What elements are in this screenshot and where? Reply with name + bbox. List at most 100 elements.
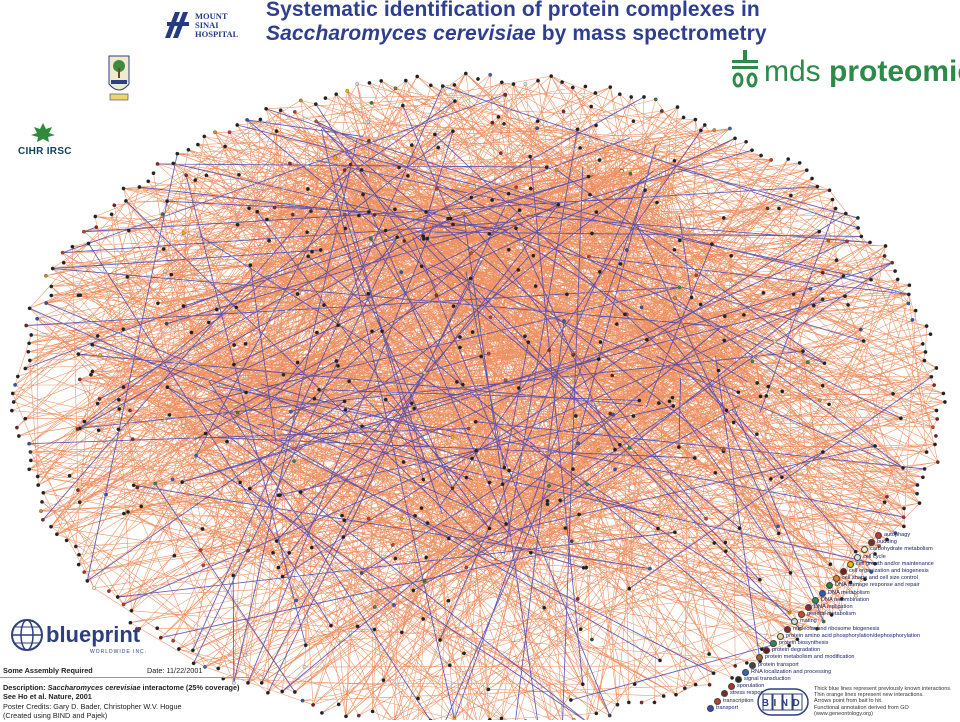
protein-node [517,386,520,389]
protein-node [732,421,735,424]
protein-node [676,105,679,108]
protein-node [394,557,397,560]
cihr-logo: CIHR IRSC [18,122,88,164]
legend-label: protein biosynthesis [779,640,828,647]
protein-node [190,331,193,334]
protein-node [462,652,465,655]
protein-node [891,261,894,264]
protein-node [497,115,500,118]
protein-node [104,493,107,496]
protein-node [744,140,747,143]
protein-node [908,284,911,287]
protein-node [343,213,346,216]
protein-node [451,223,454,226]
protein-node [275,129,278,132]
protein-node [279,109,282,112]
protein-node [161,212,164,215]
protein-node [640,701,643,704]
protein-node [343,400,346,403]
protein-node [78,378,81,381]
legend-color-dot-icon [791,618,798,625]
protein-node [529,551,532,554]
legend-label: protein amino acid phosphorylation/depho… [786,633,920,640]
protein-node [656,527,659,530]
title-method: by mass spectrometry [536,22,767,45]
protein-node [172,162,175,165]
protein-node [615,322,618,325]
protein-node [310,546,313,549]
protein-node [476,77,479,80]
protein-node [236,123,239,126]
protein-node [633,683,636,686]
protein-node [769,158,772,161]
protein-node [29,450,32,453]
protein-node [244,342,247,345]
protein-node [89,373,92,376]
protein-node [673,159,676,162]
legend-label: transport [716,705,738,712]
protein-node [292,459,295,462]
legend-item: transcription [714,698,753,705]
protein-node [182,231,185,234]
protein-node [933,443,936,446]
protein-node [265,218,268,221]
legend-label: DNA metabolism [828,590,870,597]
legend-item: RNA localization and processing [742,669,831,676]
protein-node [98,397,101,400]
legend-color-dot-icon [721,690,728,697]
protein-node [780,476,783,479]
protein-node [425,556,428,559]
protein-node [44,274,47,277]
mds-light: mds [764,55,829,88]
protein-node [465,476,468,479]
protein-node [335,359,338,362]
protein-node [435,187,438,190]
protein-node [266,691,269,694]
protein-node [271,551,274,554]
protein-node [856,226,859,229]
protein-node [914,309,917,312]
protein-node [792,293,795,296]
protein-node [309,210,312,213]
protein-node [201,527,204,530]
protein-node [310,250,313,253]
protein-node [755,433,758,436]
protein-node [13,383,16,386]
protein-node [107,589,110,592]
protein-node [842,274,845,277]
protein-node [110,213,113,216]
legend-label: general metabolism [807,611,856,618]
protein-node [410,402,413,405]
credits-line2: (Created using BIND and Pajek) [3,711,243,720]
protein-node [584,85,587,88]
protein-node [131,438,134,441]
protein-node [113,204,116,207]
protein-node [695,274,698,277]
protein-node [437,146,440,149]
protein-node [489,316,492,319]
protein-node [728,127,731,130]
protein-node [39,509,42,512]
protein-node [517,268,520,271]
protein-node [367,139,370,142]
protein-node [512,82,515,85]
protein-node [245,118,248,121]
protein-node [619,262,622,265]
protein-node [818,399,821,402]
protein-node [901,466,904,469]
protein-node [293,110,296,113]
protein-node [303,665,306,668]
protein-node [632,120,635,123]
bind-logo-icon: BIND [757,688,809,716]
protein-node [595,712,598,715]
protein-node [225,440,228,443]
protein-node [660,109,663,112]
protein-node [471,330,474,333]
protein-node [156,302,159,305]
protein-node [677,445,680,448]
protein-node [248,487,251,490]
protein-node [397,166,400,169]
protein-node [293,690,296,693]
protein-node [844,212,847,215]
protein-node [177,647,180,650]
